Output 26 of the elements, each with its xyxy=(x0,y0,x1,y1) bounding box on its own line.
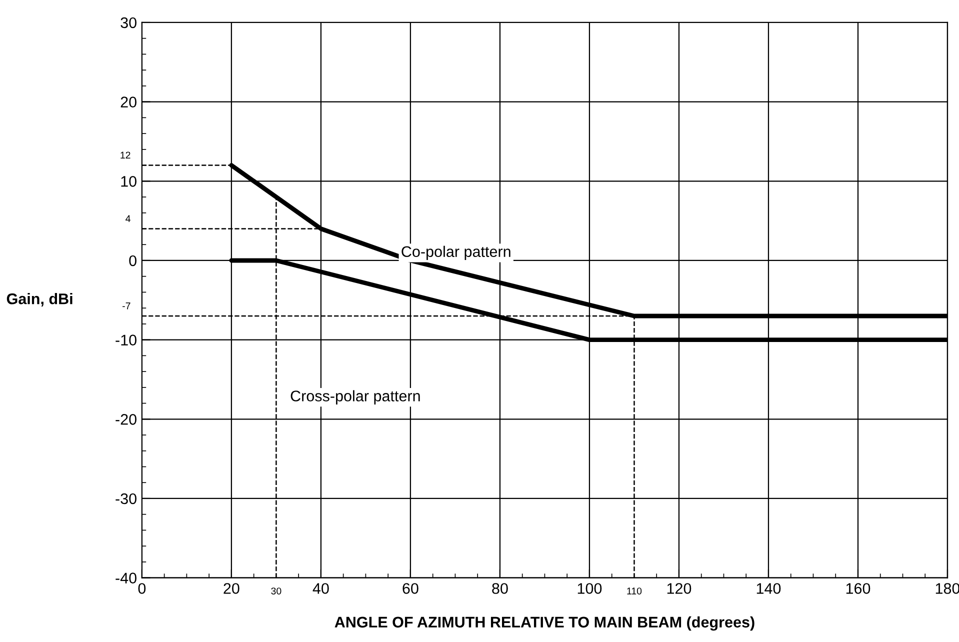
y-axis-title: Gain, dBi xyxy=(6,293,72,306)
ref-line-label: 4 xyxy=(126,215,130,222)
x-tick-label: 120 xyxy=(667,583,692,594)
y-tick-label: -40 xyxy=(116,572,136,584)
y-tick-label: 10 xyxy=(121,176,136,187)
y-tick-label: 20 xyxy=(120,96,136,108)
ref-line-label: 110 xyxy=(627,588,642,594)
y-tick-label: 0 xyxy=(129,255,136,266)
x-tick-label: 40 xyxy=(312,583,329,594)
x-tick-label: 160 xyxy=(846,583,870,594)
x-tick-label: 80 xyxy=(492,583,508,594)
y-tick-label: 30 xyxy=(120,17,136,28)
annotation: Cross-polar pattern xyxy=(290,390,420,404)
x-tick-label: 20 xyxy=(224,583,240,594)
y-tick-label: -30 xyxy=(116,493,136,504)
x-tick-label: 140 xyxy=(756,583,781,594)
x-tick-label: 60 xyxy=(402,583,418,594)
y-tick-label: -10 xyxy=(116,334,136,346)
annotation: Co-polar pattern xyxy=(402,246,510,260)
x-tick-label: 0 xyxy=(138,583,146,594)
ref-line-label: -7 xyxy=(122,302,130,310)
x-tick-label: 100 xyxy=(578,583,602,594)
y-tick-label: -20 xyxy=(116,414,136,425)
ref-line-label: 12 xyxy=(120,152,130,158)
x-axis-title: ANGLE OF AZIMUTH RELATIVE TO MAIN BEAM (degrees) xyxy=(334,616,754,631)
ref-line-label: 30 xyxy=(271,588,282,594)
